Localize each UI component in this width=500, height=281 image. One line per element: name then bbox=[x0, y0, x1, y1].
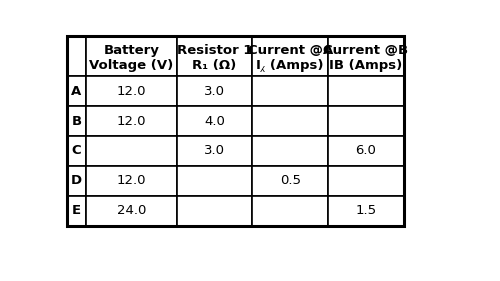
Bar bbox=[328, 106, 404, 136]
Bar bbox=[86, 106, 177, 136]
Bar bbox=[177, 136, 252, 166]
Bar bbox=[86, 136, 177, 166]
Text: 24.0: 24.0 bbox=[116, 204, 146, 217]
Text: 1.5: 1.5 bbox=[355, 204, 376, 217]
Bar bbox=[252, 106, 328, 136]
Bar bbox=[252, 136, 328, 166]
Text: D: D bbox=[71, 174, 82, 187]
Bar bbox=[328, 36, 404, 76]
Text: 12.0: 12.0 bbox=[116, 85, 146, 98]
Text: A: A bbox=[72, 85, 82, 98]
Bar bbox=[328, 76, 404, 106]
Bar bbox=[86, 36, 177, 76]
Text: Voltage (V): Voltage (V) bbox=[89, 59, 174, 72]
Bar bbox=[67, 106, 86, 136]
Text: 12.0: 12.0 bbox=[116, 174, 146, 187]
Text: C: C bbox=[72, 144, 82, 157]
Bar bbox=[177, 166, 252, 196]
Text: E: E bbox=[72, 204, 81, 217]
Bar bbox=[67, 166, 86, 196]
Bar bbox=[67, 36, 404, 226]
Bar bbox=[252, 166, 328, 196]
Bar bbox=[177, 196, 252, 226]
Text: Current @A: Current @A bbox=[248, 44, 333, 57]
Text: R₁ (Ω): R₁ (Ω) bbox=[192, 59, 236, 72]
Bar bbox=[328, 196, 404, 226]
Bar bbox=[252, 76, 328, 106]
Bar bbox=[177, 106, 252, 136]
Text: 6.0: 6.0 bbox=[356, 144, 376, 157]
Text: IB (Amps): IB (Amps) bbox=[329, 59, 402, 72]
Bar bbox=[86, 76, 177, 106]
Text: Battery: Battery bbox=[104, 44, 159, 57]
Bar bbox=[67, 76, 86, 106]
Bar bbox=[252, 196, 328, 226]
Text: 0.5: 0.5 bbox=[280, 174, 300, 187]
Bar bbox=[328, 166, 404, 196]
Bar bbox=[328, 136, 404, 166]
Text: 12.0: 12.0 bbox=[116, 115, 146, 128]
Bar bbox=[86, 166, 177, 196]
Text: Resistor 1: Resistor 1 bbox=[177, 44, 252, 57]
Bar bbox=[86, 196, 177, 226]
Bar bbox=[252, 36, 328, 76]
Bar bbox=[177, 36, 252, 76]
Text: 3.0: 3.0 bbox=[204, 85, 225, 98]
Bar bbox=[67, 196, 86, 226]
Text: Current @B: Current @B bbox=[323, 44, 408, 57]
Text: 4.0: 4.0 bbox=[204, 115, 225, 128]
Text: 3.0: 3.0 bbox=[204, 144, 225, 157]
Text: B: B bbox=[72, 115, 82, 128]
Text: I⁁ (Amps): I⁁ (Amps) bbox=[256, 59, 324, 72]
Bar bbox=[67, 136, 86, 166]
Bar bbox=[177, 76, 252, 106]
Bar bbox=[67, 36, 86, 76]
